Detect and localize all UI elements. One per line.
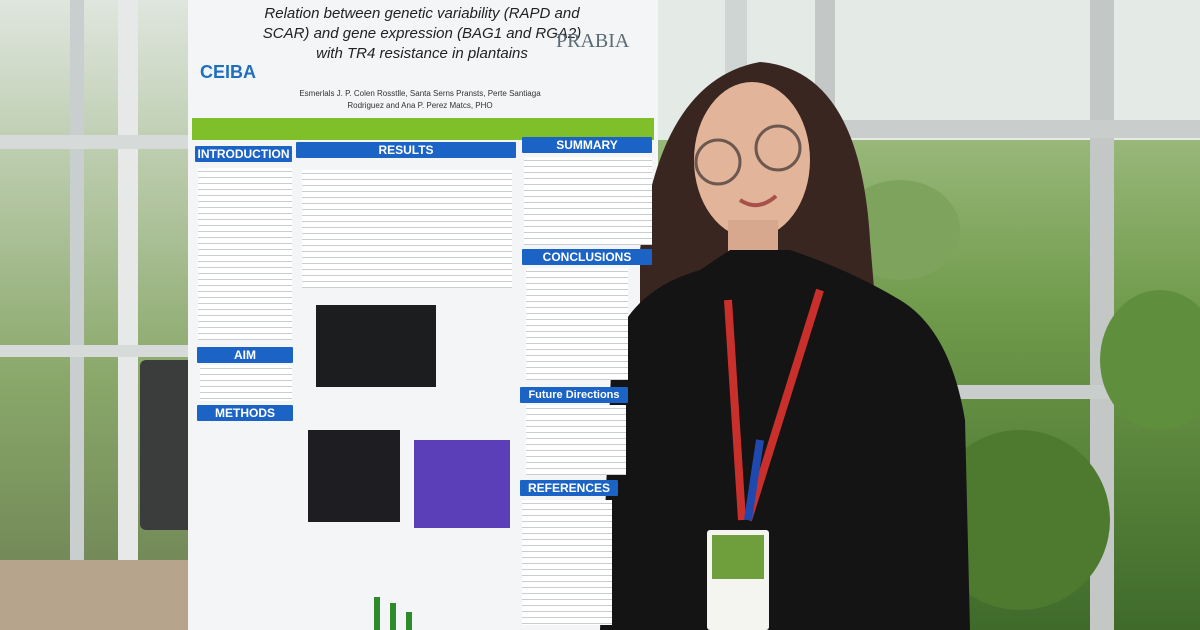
poster-title: Relation between genetic variability (RA… [262, 5, 582, 62]
badge-image [712, 535, 764, 579]
glasses [754, 124, 802, 172]
window-frame [70, 0, 84, 630]
section-header: RESULTS [296, 142, 516, 158]
text-block [526, 405, 626, 475]
plant [1100, 290, 1200, 430]
glasses [694, 138, 742, 186]
section-header: SUMMARY [522, 137, 652, 153]
smile [738, 194, 778, 208]
text-block [522, 500, 612, 625]
results-table [302, 170, 512, 288]
window-frame [0, 345, 190, 357]
chair [140, 360, 195, 530]
section-header: Future Directions [520, 387, 628, 403]
poster-authors: Esmerlals J. P. Colen Rosstlle, Santa Se… [299, 89, 541, 110]
section-header: REFERENCES [520, 480, 618, 496]
body [600, 250, 970, 630]
chart-bar [374, 597, 380, 630]
section-header: CONCLUSIONS [522, 249, 652, 265]
logo-left: CEIBA [200, 62, 257, 82]
lanyard [724, 288, 824, 522]
text-block [200, 365, 292, 401]
section-header: METHODS [197, 405, 293, 421]
section-header: INTRODUCTION [195, 146, 292, 162]
left-window [0, 0, 190, 630]
window-frame [0, 135, 190, 149]
poster-band [192, 118, 654, 140]
text-block [198, 168, 292, 340]
text-block [526, 268, 628, 380]
logo-right: PRABIA [556, 30, 630, 52]
window-frame [835, 120, 1200, 138]
face [694, 82, 810, 238]
gel-image [414, 440, 510, 528]
floor [0, 560, 190, 630]
gel-image [316, 305, 436, 387]
section-header: AIM [197, 347, 293, 363]
text-block [524, 157, 652, 245]
chart-bar [390, 603, 396, 630]
lanyard [744, 439, 764, 521]
gel-image [308, 430, 400, 522]
plant [930, 430, 1110, 610]
window-frame [118, 0, 138, 630]
chart-bar [406, 612, 412, 630]
